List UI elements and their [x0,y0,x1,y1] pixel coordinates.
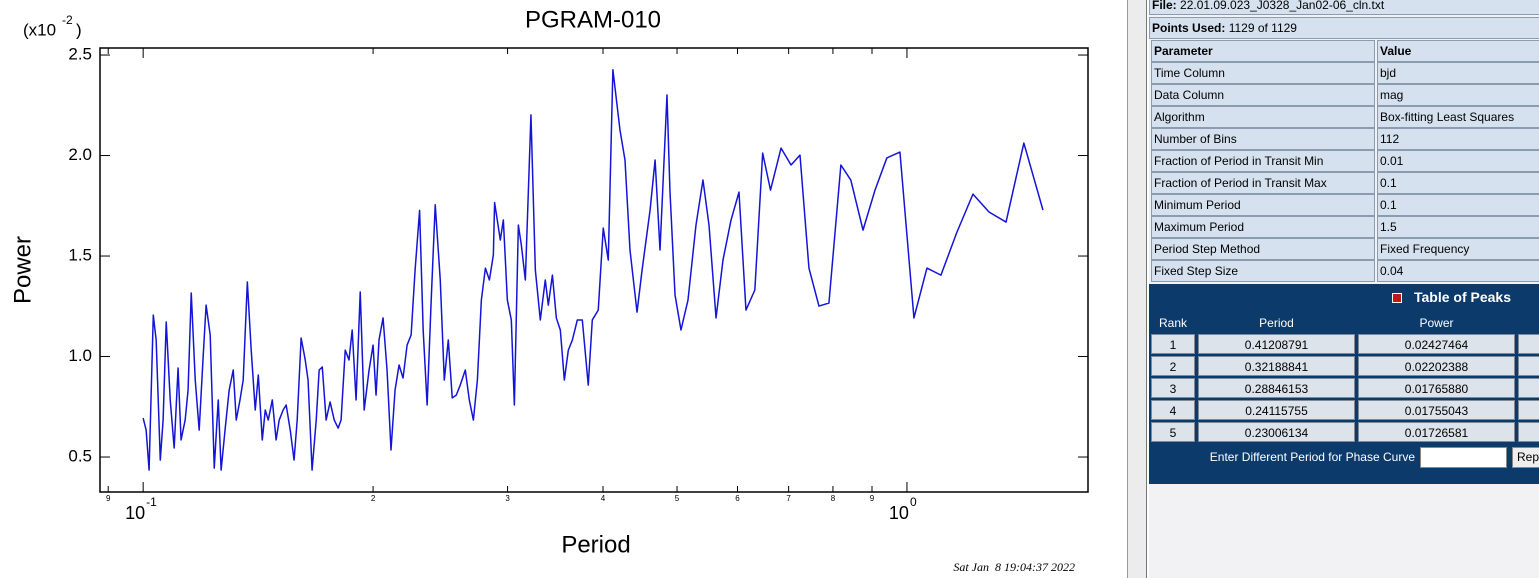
peak-cell: 0.02202388 [1358,356,1515,376]
y-tick-label: 1.0 [68,346,92,365]
plot-frame [99,47,1089,493]
x-tick-exponent: -1 [146,495,157,509]
peak-cell: 0.23006134 [1198,422,1355,442]
x-tick-label: 7 [786,494,791,503]
peak-cell: 0.02427464 [1358,334,1515,354]
points-row: Points Used: 1129 of 1129 [1149,17,1539,39]
param-name: Data Column [1151,84,1375,106]
peak-cell: 0.41208791 [1198,334,1355,354]
peak-cell: 0.32188841 [1198,356,1355,376]
param-name: Fixed Step Size [1151,260,1375,282]
peak-cell [1518,334,1539,354]
x-tick-label: 10 [125,503,145,523]
param-value: 1.5 [1377,216,1539,238]
param-value: 0.04 [1377,260,1539,282]
file-value: 22.01.09.023_J0328_Jan02-06_cln.txt [1180,0,1385,12]
x-tick-label: 5 [675,494,680,503]
param-name: Number of Bins [1151,128,1375,150]
peak-cell: 1 [1151,334,1195,354]
peaks-header: Rank [1158,316,1187,330]
peaks-header: Power [1419,316,1454,330]
help-icon[interactable] [1392,293,1402,303]
peak-cell: 0.24115755 [1198,400,1355,420]
peak-cell [1518,378,1539,398]
side-panel: File: 22.01.09.023_J0328_Jan02-06_cln.tx… [1149,0,1539,578]
timestamp: Sat Jan 8 19:04:37 2022 [953,560,1075,574]
param-value: 0.01 [1377,150,1539,172]
param-value: 0.1 [1377,172,1539,194]
param-value: mag [1377,84,1539,106]
x-tick-label: 6 [735,494,740,503]
y-tick-label: 2.5 [68,45,92,64]
y-tick-label: 2.0 [68,145,92,164]
x-tick-label: 8 [831,494,836,503]
y-axis-label: Power [9,236,36,304]
x-tick-exponent: 0 [910,495,917,509]
peak-cell: 4 [1151,400,1195,420]
y-scale-exponent: -2 [62,13,73,27]
chart: PGRAM-010 Period Power (x10 -2 ) Sat Jan… [9,6,1089,574]
param-name: Minimum Period [1151,194,1375,216]
peak-cell: 5 [1151,422,1195,442]
peak-cell: 0.01765880 [1358,378,1515,398]
param-header: Parameter [1151,40,1375,62]
peak-cell: 0.01726581 [1358,422,1515,442]
x-tick-label: 3 [505,494,510,503]
file-row: File: 22.01.09.023_J0328_Jan02-06_cln.tx… [1149,0,1539,15]
y-tick-label: 0.5 [68,447,92,466]
file-label: File: [1152,0,1177,12]
param-name: Period Step Method [1151,238,1375,260]
peak-cell: 3 [1151,378,1195,398]
replot-button[interactable]: Rep [1512,447,1539,468]
param-name: Maximum Period [1151,216,1375,238]
points-label: Points Used: [1152,21,1226,35]
y-tick-label: 1.5 [68,246,92,265]
x-tick-label: 2 [371,494,376,503]
y-scale-base: (x10 [23,20,56,39]
param-value: Fixed Frequency [1377,238,1539,260]
y-scale-close: ) [76,20,82,39]
param-value: 0.1 [1377,194,1539,216]
param-header: Value [1377,40,1539,62]
param-value: 112 [1377,128,1539,150]
param-name: Algorithm [1151,106,1375,128]
x-tick-label: 9 [870,494,875,503]
param-name: Fraction of Period in Transit Max [1151,172,1375,194]
peak-cell: 0.28846153 [1198,378,1355,398]
param-value: bjd [1377,62,1539,84]
peak-cell [1518,422,1539,442]
peaks-title: Table of Peaks [1413,289,1511,305]
param-value: Box-fitting Least Squares [1377,106,1539,128]
x-axis-label: Period [561,531,630,558]
power-line [142,68,1044,471]
chart-title: PGRAM-010 [525,6,661,33]
x-tick-label: 9 [106,494,111,503]
peak-cell [1518,400,1539,420]
peak-cell [1518,356,1539,376]
peak-cell: 2 [1151,356,1195,376]
param-name: Time Column [1151,62,1375,84]
x-tick-label: 4 [601,494,606,503]
param-name: Fraction of Period in Transit Min [1151,150,1375,172]
phase-prompt: Enter Different Period for Phase Curve [1209,450,1415,464]
divider [1127,0,1147,578]
peaks-header: Period [1259,316,1294,330]
peak-cell: 0.01755043 [1358,400,1515,420]
points-value: 1129 of 1129 [1228,21,1297,35]
period-input[interactable] [1420,447,1507,468]
x-tick-label: 10 [889,503,909,523]
